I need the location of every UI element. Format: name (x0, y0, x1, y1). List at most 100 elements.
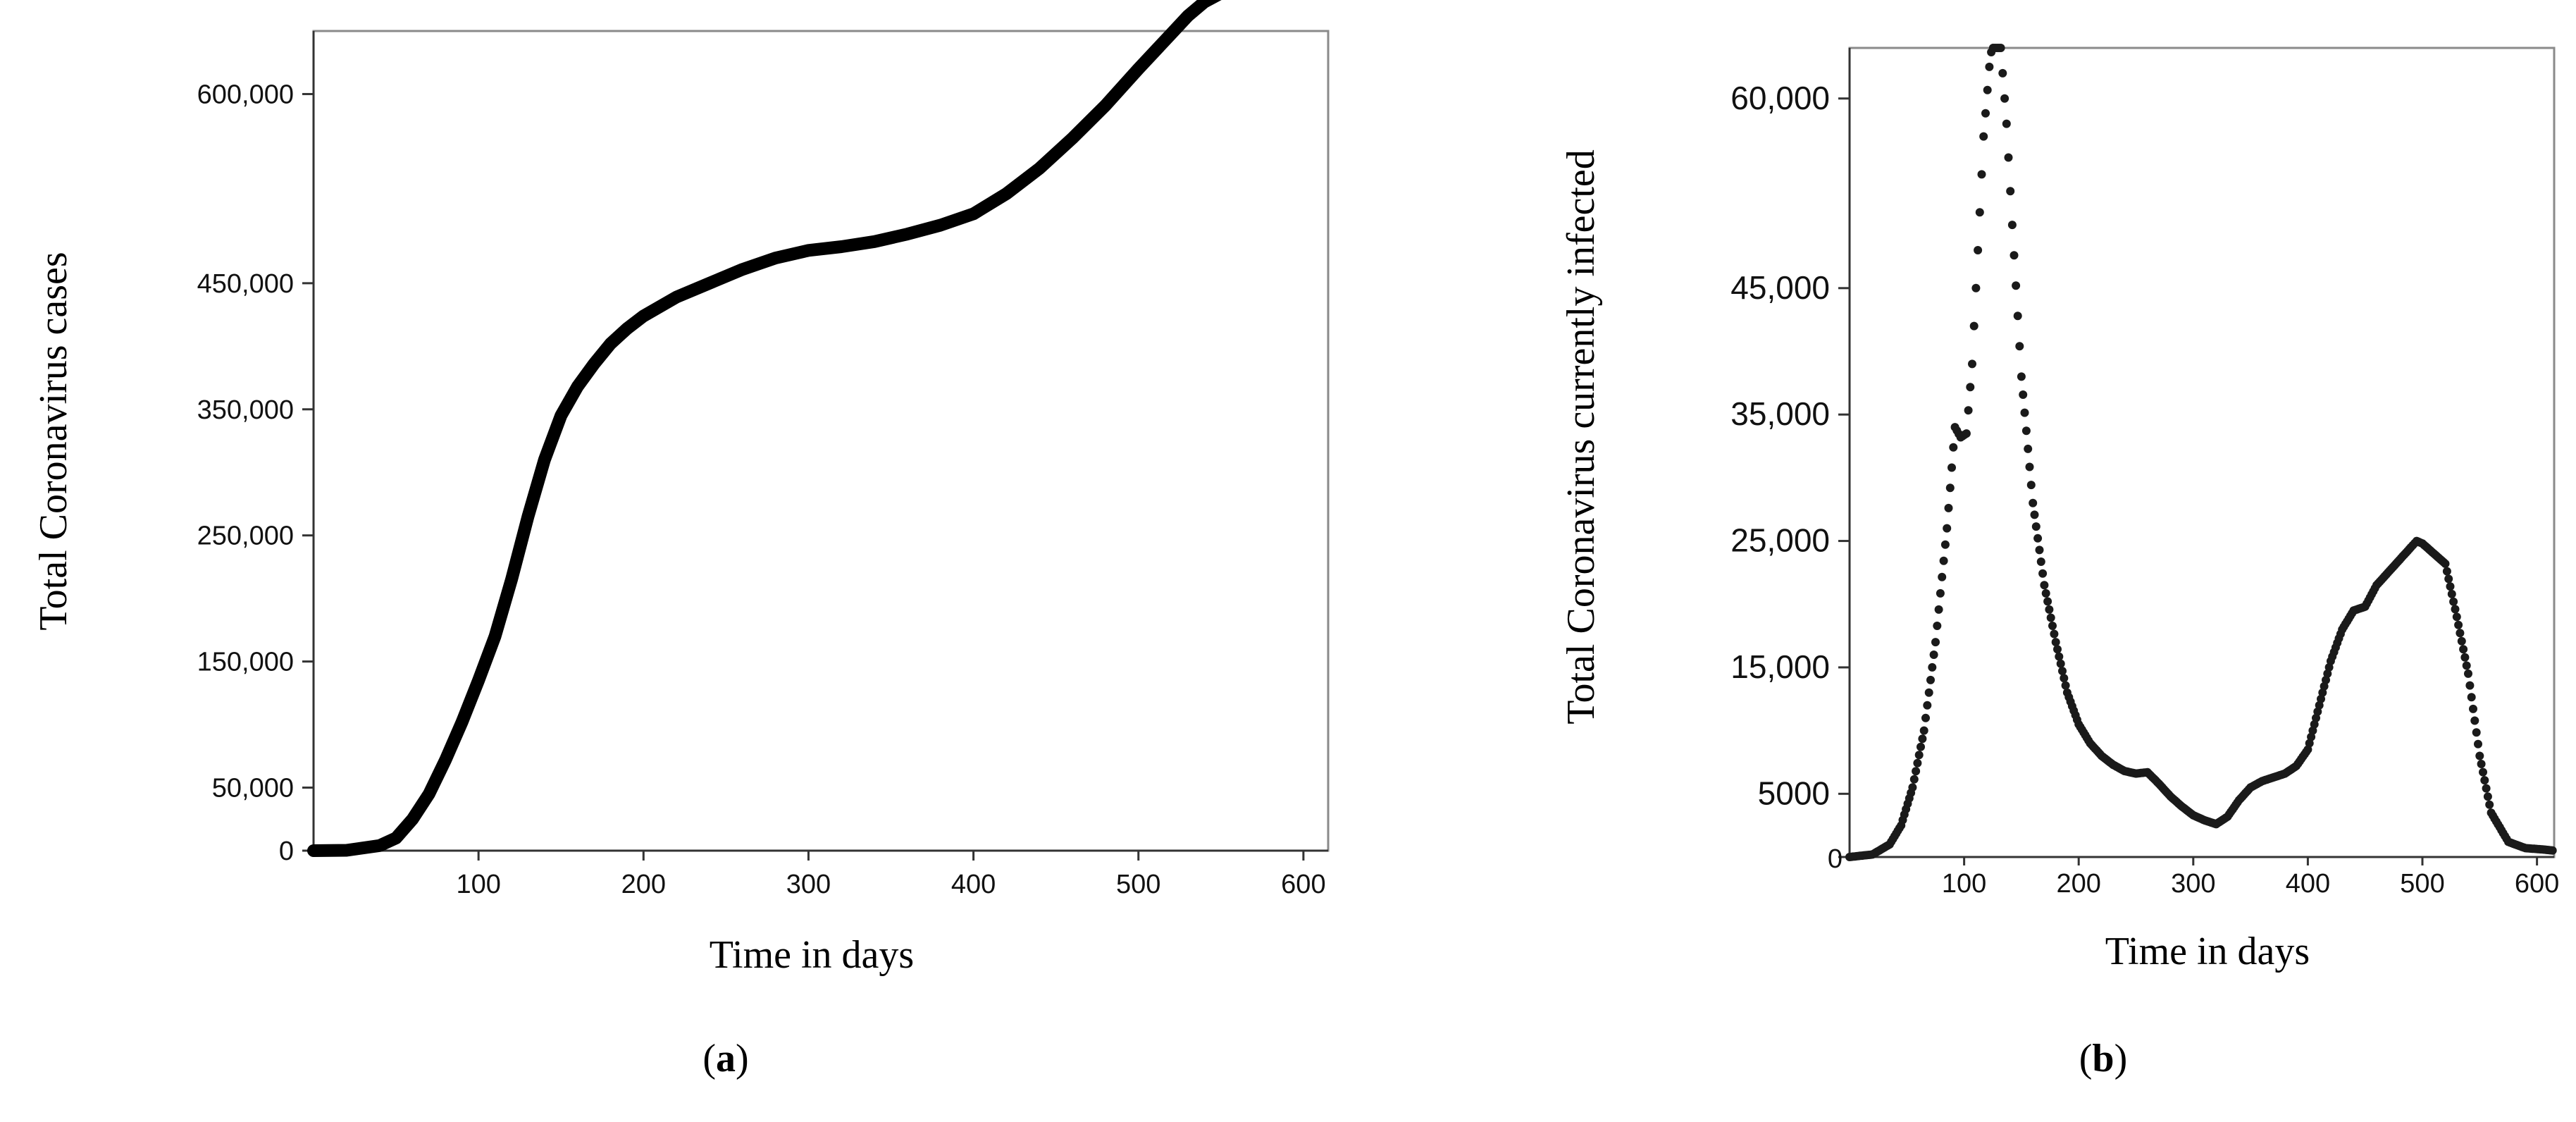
panel-b-data-point (1979, 132, 1988, 141)
panel-b-data-point (1921, 713, 1930, 722)
panel-b-data-point (2442, 567, 2451, 576)
panel-b-data-point (2548, 846, 2557, 855)
panel-a-xtick-label: 300 (786, 870, 831, 899)
panel-b-data-point (1985, 62, 1994, 71)
panel-b-data-point (2029, 498, 2038, 507)
panel-b-xtick-label: 100 (1942, 869, 1986, 899)
panel-b-data-point (2038, 569, 2048, 578)
panel-b-data-point (2060, 674, 2069, 683)
panel-b-data-point (1924, 688, 1933, 697)
panel-b-data-point (2449, 597, 2458, 606)
panel-b-xtick-label: 200 (2057, 869, 2101, 899)
panel-b-data-point (2462, 661, 2471, 670)
panel-b-data-point (2451, 605, 2460, 614)
panel-b-data-point (2452, 612, 2461, 622)
panel-b-data-point (1983, 85, 1992, 94)
panel-b-data-point (1928, 662, 1937, 672)
panel-b-data-point (1940, 540, 1950, 549)
panel-b-data-point (1969, 321, 1979, 331)
panel-b-data-point (2021, 426, 2031, 436)
panel-a-ytick-label: 250,000 (197, 522, 294, 551)
panel-b-data-point (1974, 246, 1983, 254)
panel-b-data-point (1968, 359, 1976, 369)
panel-b-data-point (2485, 800, 2494, 809)
panel-b-data-point (2456, 629, 2465, 638)
panel-a-ytick-label: 350,000 (197, 395, 294, 425)
panel-b-data-point (2323, 669, 2332, 678)
panel-b-data-point (1948, 463, 1956, 472)
panel-b-data-point (1962, 429, 1971, 438)
panel-b-data-point (2041, 588, 2050, 598)
panel-b-data-point (1914, 751, 1924, 760)
panel-b-data-point (1945, 483, 1955, 493)
panel-b-data-point (1975, 208, 1984, 217)
panel-b-data-point (1996, 44, 2005, 52)
panel-b-data-point (1919, 726, 1928, 735)
panel-b-data-point (2467, 693, 2476, 702)
panel-b-data-point (2472, 728, 2481, 737)
panel-b-data-point (2474, 739, 2482, 748)
panel-b-data-point (2030, 510, 2039, 519)
panel-b-data-point (2460, 653, 2470, 662)
panel-b-data-point (1939, 556, 1948, 565)
panel-b-xtick-label: 500 (2400, 869, 2444, 899)
panel-a-ytick-label: 0 (279, 837, 294, 866)
panel-b-data-point (2007, 221, 2017, 230)
panel-b-data-point (1964, 406, 1973, 415)
panel-b-data-point (2055, 652, 2064, 661)
panel-b-data-point (2061, 681, 2070, 690)
panel-b-data-point (2322, 675, 2330, 684)
panel-b-data-point (2024, 444, 2033, 453)
panel-b-data-point (2002, 119, 2011, 128)
panel-b-data-point (2046, 613, 2055, 622)
panel-a-xtick-label: 200 (621, 870, 666, 899)
panel-a-ytick-label: 600,000 (197, 80, 294, 109)
panel-b-data-point (1912, 767, 1921, 776)
panel-b-data-point (2036, 557, 2045, 566)
panel-b-data-point (2310, 720, 2319, 729)
panel-b-data-point (2464, 669, 2472, 678)
panel-b-data-point (1934, 605, 1943, 614)
panel-b-data-point (2315, 701, 2324, 710)
panel-b-data-point (2020, 408, 2029, 417)
panel-b-ytick-label: 35,000 (1730, 395, 1830, 432)
panel-b-ytick-label: 45,000 (1730, 269, 1830, 306)
panel-b-data-point (2000, 94, 2010, 103)
panel-b-data-point (2477, 760, 2486, 768)
panel-b-data-point (2025, 462, 2034, 471)
panel-b-data-point (2051, 638, 2060, 647)
panel-b-data-point (2017, 372, 2026, 381)
panel-a-xtick-label: 500 (1116, 870, 1160, 899)
panel-b-data-point (2457, 636, 2466, 646)
panel-b-plot-frame (1848, 47, 2556, 858)
panel-b-data-point (2441, 559, 2450, 568)
panel-b-data-point (2006, 187, 2015, 196)
panel-b-data-point (1936, 588, 1945, 598)
panel-b-data-point (1933, 622, 1942, 630)
panel-b-data-point (2050, 629, 2059, 639)
panel-b-data-point (1926, 675, 1935, 684)
panel-b-data-point (1938, 572, 1947, 581)
panel-a-xlabel: Time in days (710, 933, 914, 977)
panel-a-label: (a) (702, 1037, 748, 1080)
panel-b-data-point (2010, 251, 2019, 260)
panel-b-data-point (2019, 390, 2028, 399)
panel-b-data-point (2470, 716, 2479, 725)
panel-b-data-point (2040, 581, 2049, 590)
panel-b-data-point (2317, 694, 2325, 703)
panel-b-data-point (1913, 758, 1922, 767)
panel-b-xlabel: Time in days (2105, 930, 2310, 973)
panel-b-data-point (2004, 153, 2013, 162)
panel-b-data-point (1916, 742, 1925, 751)
panel-b-label: (b) (2079, 1037, 2127, 1080)
panel-a-xtick-label: 600 (1281, 870, 1325, 899)
panel-b-data-point (1918, 734, 1927, 744)
panel-b-data-point (2058, 667, 2067, 676)
panel-a-ytick-label: 50,000 (212, 774, 294, 803)
panel-b-data-point (2045, 605, 2054, 614)
panel-b-data-point (2444, 574, 2453, 584)
panel-b-data-point (2031, 522, 2041, 531)
panel-b-data-point (1944, 503, 1953, 512)
panel-b-data-point (1931, 638, 1940, 647)
